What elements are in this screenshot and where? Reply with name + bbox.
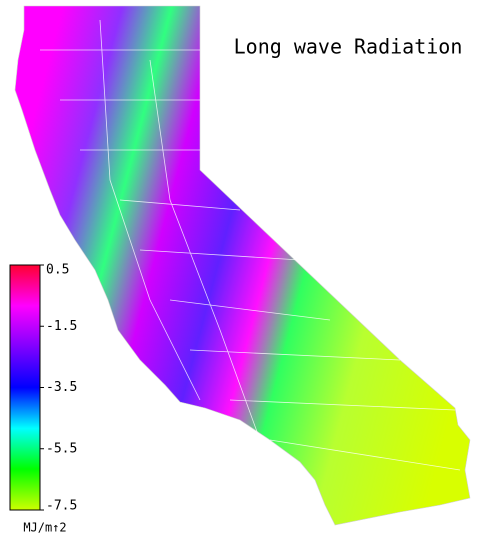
colorbar-tick-label: 0.5 [46, 263, 69, 278]
colorbar-tick-label: -7.5 [46, 499, 77, 514]
county-lines [40, 19, 461, 471]
colorbar-tick-label: -5.5 [46, 441, 77, 456]
colorbar: 0.5 -1.5 -3.5 -5.5 -7.5 [9, 263, 77, 514]
colorbar-tick-label: -1.5 [46, 319, 77, 334]
colorbar-unit: MJ/m↑2 [23, 521, 66, 535]
colorbar-scale [9, 264, 41, 511]
california-map [14, 5, 471, 526]
map-title: Long wave Radiation [234, 35, 463, 59]
colorbar-tick-label: -3.5 [46, 380, 77, 395]
